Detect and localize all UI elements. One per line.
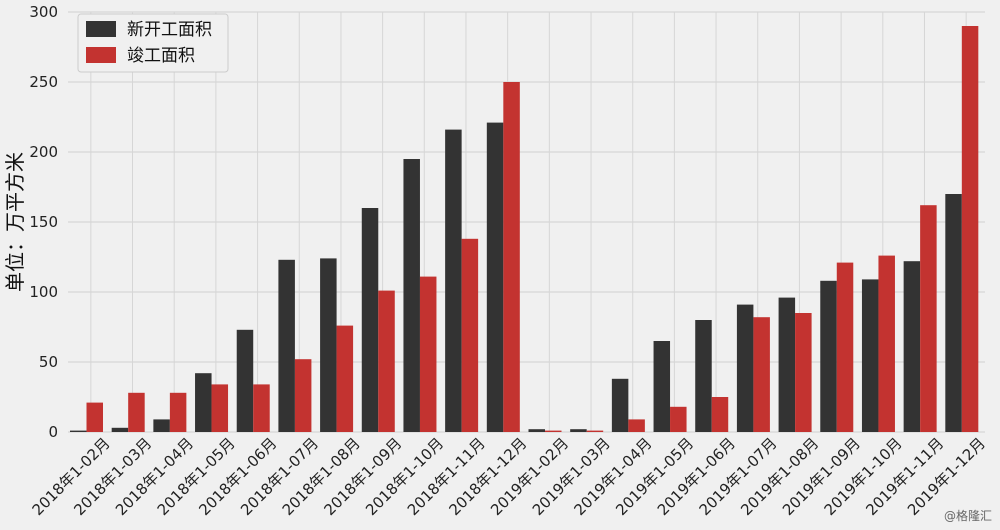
bar-completed-9 bbox=[461, 238, 479, 432]
bar-completed-7 bbox=[378, 290, 395, 432]
bar-new-construction-10 bbox=[486, 122, 504, 432]
bar-completed-10 bbox=[503, 82, 520, 432]
bar-completed-6 bbox=[336, 325, 354, 432]
bar-completed-18 bbox=[836, 262, 854, 432]
bar-completed-16 bbox=[753, 317, 770, 432]
legend-label: 竣工面积 bbox=[127, 46, 195, 66]
bar-completed-2 bbox=[169, 392, 187, 432]
bar-new-construction-19 bbox=[861, 279, 879, 432]
y-tick-label: 50 bbox=[39, 353, 58, 371]
bar-completed-12 bbox=[586, 430, 604, 432]
bar-completed-20 bbox=[920, 205, 937, 432]
bar-new-construction-20 bbox=[903, 261, 921, 432]
bar-new-construction-13 bbox=[611, 378, 629, 432]
bar-new-construction-1 bbox=[111, 427, 129, 432]
bar-new-construction-3 bbox=[195, 373, 212, 432]
y-tick-label: 200 bbox=[29, 143, 58, 161]
y-axis-ticks: 0 50 100 150 200 250 300 bbox=[29, 3, 58, 441]
bar-completed-13 bbox=[628, 419, 645, 432]
bar-new-construction-6 bbox=[320, 258, 337, 432]
bar-new-construction-2 bbox=[153, 419, 170, 432]
bar-completed-8 bbox=[419, 276, 437, 432]
bar-new-construction-11 bbox=[528, 429, 545, 432]
y-tick-label: 300 bbox=[29, 3, 58, 21]
legend-swatch bbox=[86, 21, 116, 37]
legend-swatch bbox=[86, 47, 116, 63]
bar-completed-14 bbox=[670, 406, 687, 432]
watermark: @格隆汇 bbox=[943, 509, 992, 523]
bars bbox=[70, 26, 979, 432]
bar-new-construction-4 bbox=[236, 329, 254, 432]
y-axis-label: 单位：万平方米 bbox=[3, 152, 27, 292]
bar-new-construction-14 bbox=[653, 341, 671, 432]
gridlines bbox=[68, 11, 985, 433]
bar-completed-11 bbox=[545, 430, 562, 432]
bar-new-construction-7 bbox=[361, 208, 379, 432]
bar-completed-17 bbox=[795, 313, 812, 432]
bar-new-construction-21 bbox=[945, 194, 962, 432]
bar-new-construction-8 bbox=[403, 159, 420, 432]
bar-new-construction-16 bbox=[736, 304, 754, 432]
y-tick-label: 250 bbox=[29, 73, 58, 91]
bar-new-construction-17 bbox=[778, 297, 796, 432]
bar-completed-0 bbox=[86, 402, 103, 432]
y-tick-label: 150 bbox=[29, 213, 58, 231]
bar-completed-4 bbox=[253, 384, 270, 432]
y-tick-label: 100 bbox=[29, 283, 58, 301]
bar-new-construction-0 bbox=[70, 430, 87, 432]
bar-completed-5 bbox=[294, 359, 312, 432]
bar-completed-19 bbox=[878, 255, 895, 432]
bar-new-construction-15 bbox=[695, 320, 712, 432]
bar-completed-3 bbox=[211, 384, 229, 432]
bar-completed-15 bbox=[711, 397, 729, 432]
bar-new-construction-18 bbox=[820, 280, 837, 432]
y-tick-label: 0 bbox=[48, 423, 58, 441]
x-axis-ticks: 2018年1-02月2018年1-03月2018年1-04月2018年1-05月… bbox=[29, 434, 989, 519]
bar-new-construction-9 bbox=[445, 129, 462, 432]
bar-completed-21 bbox=[961, 26, 979, 432]
bar-new-construction-12 bbox=[570, 429, 587, 432]
bar-completed-1 bbox=[128, 392, 145, 432]
legend-label: 新开工面积 bbox=[127, 20, 212, 40]
bar-new-construction-5 bbox=[278, 259, 295, 432]
